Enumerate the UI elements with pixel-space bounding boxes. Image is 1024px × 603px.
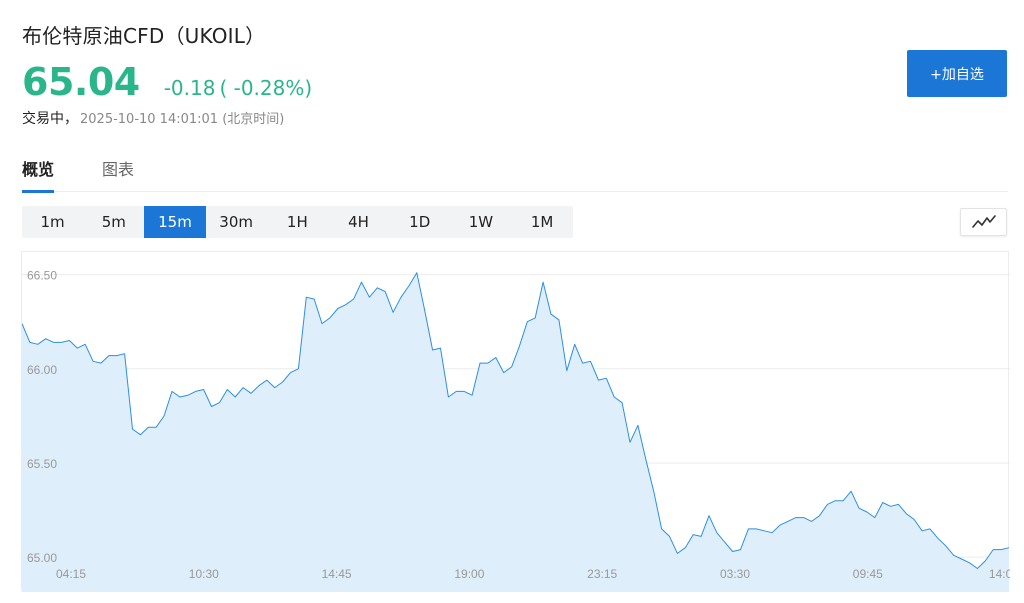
- tab-chart[interactable]: 图表: [102, 160, 135, 179]
- change-percent: ( -0.28%): [219, 76, 313, 100]
- quote-timestamp: 2025-10-10 14:01:01 (北京时间): [80, 112, 285, 127]
- y-tick-label: 65.00: [27, 551, 57, 565]
- price-chart-svg: 66.50 66.00 65.50 65.00 04:15 10:30 14:45 19:00…: [22, 269, 1010, 592]
- interval-1m[interactable]: 1m: [40, 213, 65, 231]
- interval-30m[interactable]: 30m: [219, 213, 253, 231]
- x-tick-label: 10:30: [189, 567, 219, 581]
- price-chart[interactable]: 66.50 66.00 65.50 65.00 04:15 10:30 14:45 19:00…: [21, 251, 1010, 592]
- interval-4h[interactable]: 4H: [348, 213, 369, 231]
- x-tick-label: 19:00: [454, 567, 484, 581]
- price-line: [22, 272, 1010, 569]
- tab-overview[interactable]: 概览: [22, 156, 55, 193]
- x-tick-label: 03:30: [720, 567, 750, 581]
- price-area-fill: [22, 272, 1009, 592]
- y-tick-label: 66.50: [27, 269, 57, 283]
- last-price: 65.04: [22, 60, 140, 104]
- y-tick-label: 66.00: [27, 363, 57, 377]
- interval-5m[interactable]: 5m: [101, 213, 126, 231]
- price-row: 65.04 -0.18( -0.28%): [22, 60, 312, 104]
- interval-1mo[interactable]: 1M: [530, 213, 554, 231]
- price-change: -0.18( -0.28%): [164, 76, 312, 100]
- y-tick-label: 65.50: [27, 457, 57, 471]
- interval-1d[interactable]: 1D: [409, 213, 431, 231]
- x-tick-label: 23:15: [587, 567, 617, 581]
- x-tick-label: 04:15: [56, 567, 86, 581]
- x-tick-label: 14:45: [322, 567, 352, 581]
- status-label: 交易中，: [22, 111, 78, 127]
- interval-1w[interactable]: 1W: [468, 213, 494, 231]
- trading-status: 交易中， 2025-10-10 14:01:01 (北京时间): [22, 108, 284, 128]
- x-tick-label: 09:45: [853, 567, 883, 581]
- x-tick-label: 14:0: [989, 567, 1010, 581]
- interval-selector: 1m 5m 15m 30m 1H 4H 1D 1W 1M: [22, 206, 573, 238]
- interval-1h[interactable]: 1H: [286, 213, 308, 231]
- change-value: -0.18: [163, 76, 216, 100]
- interval-15m[interactable]: 15m: [144, 206, 206, 238]
- add-to-watchlist-button[interactable]: +加自选: [907, 50, 1007, 97]
- tab-bar: 概览 图表: [22, 156, 1008, 193]
- instrument-title: 布伦特原油CFD（UKOIL）: [22, 24, 266, 48]
- line-chart-icon: [971, 215, 996, 228]
- chart-type-button[interactable]: [960, 208, 1007, 236]
